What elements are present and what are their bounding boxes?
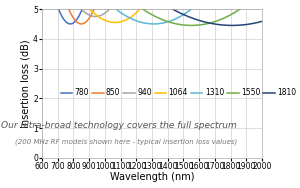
1310	[183, 12, 187, 15]
1550	[183, 24, 187, 26]
1064	[124, 19, 128, 21]
Line: 1064: 1064	[90, 9, 140, 22]
1810	[204, 21, 208, 24]
Line: 780: 780	[58, 9, 82, 24]
1810	[172, 9, 176, 11]
1550	[204, 23, 208, 25]
Legend: 780, 850, 940, 1064, 1310, 1550, 1810: 780, 850, 940, 1064, 1310, 1550, 1810	[58, 85, 299, 101]
1550	[221, 17, 225, 20]
1550	[172, 22, 176, 24]
Line: 850: 850	[69, 9, 94, 24]
X-axis label: Wavelength (nm): Wavelength (nm)	[110, 172, 194, 182]
1810	[260, 20, 264, 22]
940	[80, 9, 84, 11]
Line: 1550: 1550	[143, 9, 240, 25]
1310	[124, 15, 128, 17]
1310	[172, 18, 176, 21]
780	[80, 8, 84, 11]
Line: 1810: 1810	[172, 9, 262, 25]
1810	[183, 14, 187, 16]
Line: 940: 940	[81, 9, 110, 17]
1810	[221, 24, 225, 26]
Line: 1310: 1310	[116, 9, 191, 24]
Y-axis label: Insertion loss (dB): Insertion loss (dB)	[20, 39, 30, 128]
Text: Our ultra-broad technology covers the full spectrum: Our ultra-broad technology covers the fu…	[1, 121, 237, 130]
Text: (200 MHz RF models shown here - typical insertion loss values): (200 MHz RF models shown here - typical …	[14, 138, 237, 145]
850	[80, 23, 84, 25]
